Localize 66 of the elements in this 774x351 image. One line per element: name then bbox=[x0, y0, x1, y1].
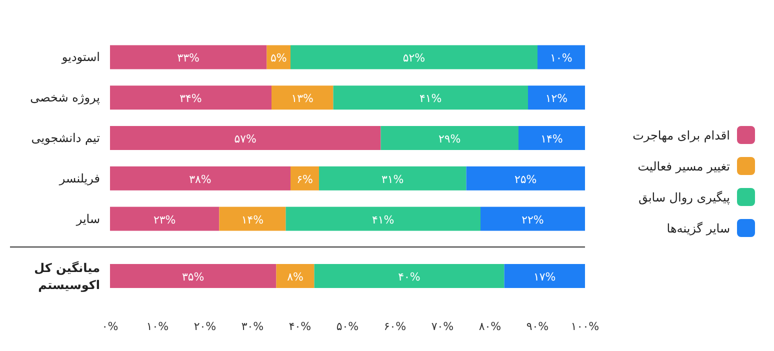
x-tick-label: ۱۰۰% bbox=[570, 320, 600, 333]
legend-label: پیگیری روال سابق bbox=[638, 190, 730, 204]
bar bbox=[110, 45, 267, 70]
data-label: ۳۴% bbox=[180, 92, 202, 106]
y-tick-label: پروژه شخصی bbox=[30, 90, 100, 105]
x-tick-label: ۸۰% bbox=[478, 320, 502, 333]
data-label: ۴۰% bbox=[398, 270, 420, 284]
legend-label: اقدام برای مهاجرت bbox=[632, 128, 730, 142]
bar bbox=[290, 45, 538, 70]
x-tick-label: ۷۰% bbox=[431, 320, 454, 333]
x-tick-label: ۴۰% bbox=[288, 320, 312, 333]
y-tick-label: میانگین کل اکوسیستم bbox=[34, 261, 100, 292]
bar bbox=[110, 264, 276, 288]
data-label: ۲۹% bbox=[438, 132, 461, 146]
bar bbox=[518, 126, 585, 150]
data-label: ۱۲% bbox=[545, 92, 568, 106]
bar bbox=[272, 86, 334, 110]
bar bbox=[110, 166, 290, 190]
data-label: ۱۳% bbox=[291, 92, 314, 106]
bar bbox=[110, 206, 220, 231]
x-tick-label: ۹۰% bbox=[526, 320, 549, 333]
bar bbox=[286, 206, 480, 231]
y-tick-label: تیم دانشجویی bbox=[31, 131, 100, 145]
data-label: ۴۱% bbox=[372, 213, 394, 226]
legend-label: تغییر مسیر فعالیت bbox=[638, 160, 730, 174]
data-label: ۳۳% bbox=[177, 52, 200, 65]
bar bbox=[480, 206, 585, 231]
legend-label: سایر گزینه‌ها bbox=[666, 222, 730, 236]
x-tick-label: ۲۰% bbox=[194, 320, 216, 333]
x-tick-label: ۵۰% bbox=[336, 320, 359, 333]
bar bbox=[219, 206, 286, 231]
data-label: ۱۴% bbox=[540, 132, 563, 146]
data-label: ۴۱% bbox=[419, 92, 442, 106]
data-label: ۸% bbox=[287, 270, 304, 284]
data-label: ۲۳% bbox=[153, 213, 176, 226]
bar bbox=[276, 264, 314, 288]
x-tick-label: ۰% bbox=[102, 320, 118, 333]
data-label: ۲۵% bbox=[514, 172, 537, 186]
bar bbox=[314, 264, 504, 288]
data-label: ۳۸% bbox=[189, 172, 212, 186]
bar bbox=[290, 166, 319, 190]
y-tick-label: فریلنسر bbox=[58, 171, 100, 186]
data-label: ۵% bbox=[270, 52, 287, 65]
data-label: ۵۷% bbox=[234, 132, 257, 146]
data-label: ۱۷% bbox=[533, 270, 556, 284]
bar bbox=[110, 86, 272, 110]
bar bbox=[319, 166, 466, 190]
y-tick-label: استودیو bbox=[60, 50, 100, 64]
x-tick-label: ۶۰% bbox=[384, 320, 406, 333]
bar bbox=[466, 166, 585, 190]
bar bbox=[528, 86, 585, 110]
data-label: ۱۰% bbox=[550, 52, 572, 65]
x-tick-label: ۱۰% bbox=[146, 320, 169, 333]
data-label: ۵۲% bbox=[402, 52, 426, 65]
bar bbox=[538, 45, 585, 70]
y-tick-label: سایر bbox=[75, 212, 100, 226]
bar bbox=[110, 126, 381, 150]
data-label: ۱۴% bbox=[241, 213, 264, 226]
x-tick-label: ۳۰% bbox=[241, 320, 264, 333]
data-label: ۶% bbox=[296, 172, 313, 186]
bar bbox=[380, 126, 518, 150]
data-label: ۳۱% bbox=[381, 172, 404, 186]
bar bbox=[504, 264, 585, 288]
bar bbox=[333, 86, 528, 110]
data-label: ۲۲% bbox=[522, 213, 544, 226]
data-label: ۳۵% bbox=[182, 270, 204, 284]
